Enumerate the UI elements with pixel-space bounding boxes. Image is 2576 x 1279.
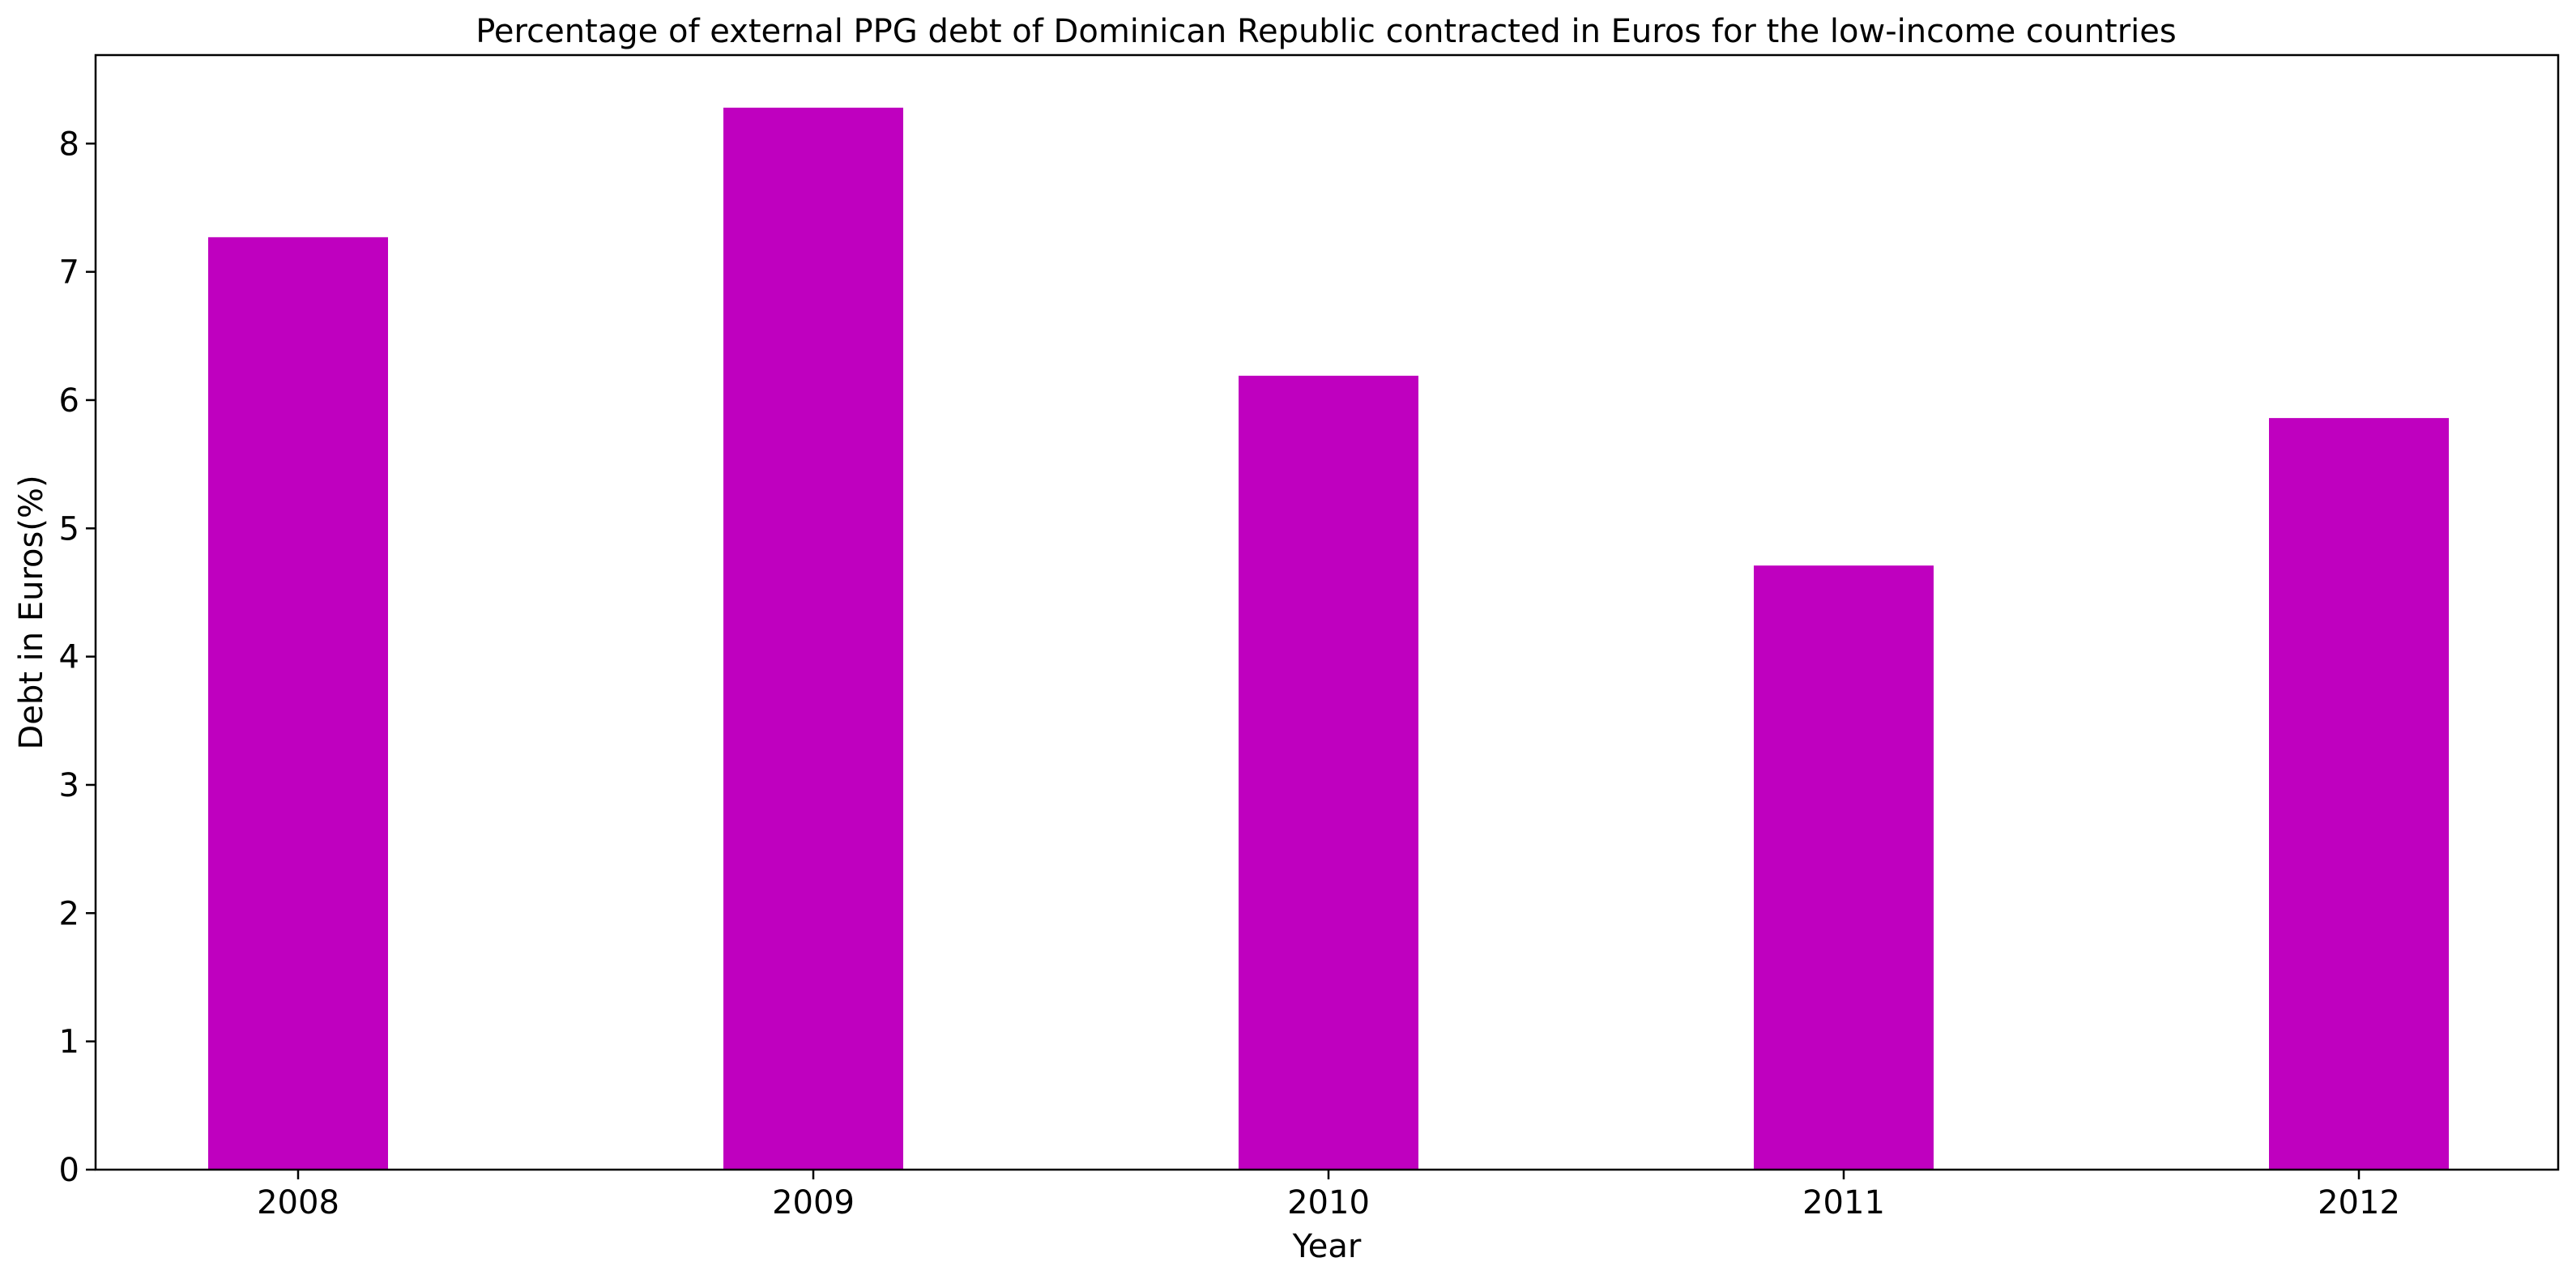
y-tick-label-5: 5 — [59, 510, 79, 548]
x-tick-label-2012: 2012 — [2318, 1184, 2400, 1221]
bar-2010 — [1239, 375, 1418, 1170]
x-tick-label-2011: 2011 — [1802, 1184, 1885, 1221]
y-tick-label-8: 8 — [59, 126, 79, 163]
x-ticks-group: 2008 2009 2010 2011 2012 — [257, 1170, 2400, 1221]
bar-2009 — [723, 107, 903, 1170]
plot-frame — [94, 53, 2560, 1171]
bars-group — [208, 107, 2449, 1170]
bar-2012 — [2269, 418, 2449, 1170]
x-axis-label: Year — [1292, 1228, 1362, 1265]
y-tick-label-6: 6 — [59, 382, 79, 420]
chart-title: Percentage of external PPG debt of Domin… — [476, 13, 2177, 50]
y-ticks-group: 0 1 2 3 4 5 6 7 8 — [59, 126, 96, 1189]
y-tick-label-3: 3 — [59, 767, 79, 804]
x-tick-label-2008: 2008 — [257, 1184, 339, 1221]
y-tick-label-7: 7 — [59, 254, 79, 292]
y-tick-label-0: 0 — [59, 1152, 79, 1189]
x-tick-label-2009: 2009 — [772, 1184, 855, 1221]
bar-2011 — [1754, 565, 1934, 1170]
x-tick-label-2010: 2010 — [1287, 1184, 1370, 1221]
y-tick-label-1: 1 — [59, 1024, 79, 1061]
y-tick-label-2: 2 — [59, 895, 79, 932]
bar-2008 — [208, 237, 388, 1170]
y-tick-label-4: 4 — [59, 639, 79, 676]
y-axis-label: Debt in Euros(%) — [13, 475, 50, 749]
